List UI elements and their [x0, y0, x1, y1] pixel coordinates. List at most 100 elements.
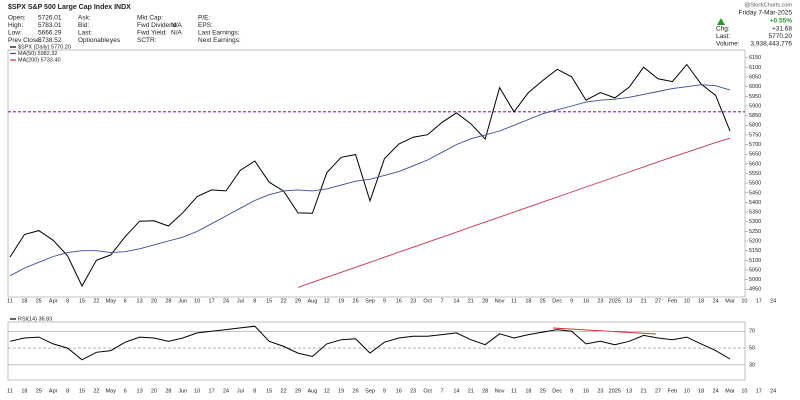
y-tick-label: 70: [749, 329, 755, 335]
x-tick-label: 9: [570, 388, 573, 394]
x-tick-label: 26: [353, 388, 359, 394]
x-tick-label: 9: [570, 298, 573, 304]
x-tick-label: Feb: [668, 388, 677, 394]
x-tick-label: 6: [124, 388, 127, 394]
y-tick-label: 4950: [749, 287, 761, 293]
y-tick-label: 5500: [749, 181, 761, 187]
x-tick-label: 10: [741, 298, 747, 304]
series-line: [9, 84, 731, 277]
x-tick-label: 23: [597, 298, 603, 304]
y-tick-label: 6000: [749, 84, 761, 90]
x-tick-label: 18: [21, 298, 27, 304]
x-tick-label: 15: [79, 388, 85, 394]
field-label: High:: [8, 22, 23, 29]
x-tick-label: 15: [266, 298, 272, 304]
field-label: Optionable:: [78, 37, 111, 44]
x-tick-label: 8: [66, 298, 69, 304]
y-tick-label: 5900: [749, 103, 761, 109]
y-tick-label: 5400: [749, 200, 761, 206]
y-tick-label: 5300: [749, 219, 761, 225]
x-tick-label: 9: [383, 388, 386, 394]
y-tick-label: 5000: [749, 277, 761, 283]
x-tick-label: 25: [540, 388, 546, 394]
x-tick-label: Sep: [365, 298, 375, 304]
field-label: P/E:: [198, 15, 210, 22]
x-tick-label: 7: [440, 298, 443, 304]
x-tick-label: 18: [698, 388, 704, 394]
x-tick-label: 25: [36, 298, 42, 304]
field-value: N/A: [171, 22, 183, 29]
x-tick-label: Apr: [49, 388, 58, 394]
x-tick-label: 15: [266, 388, 272, 394]
x-tick-label: 16: [396, 388, 402, 394]
x-tick-label: 13: [137, 298, 143, 304]
x-tick-label: 6: [124, 298, 127, 304]
x-tick-label: 8: [66, 388, 69, 394]
x-tick-label: 14: [453, 388, 459, 394]
x-tick-label: 19: [338, 298, 344, 304]
x-tick-label: 29: [295, 388, 301, 394]
x-tick-label: 21: [468, 298, 474, 304]
y-tick-label: 5100: [749, 258, 761, 264]
x-tick-label: 7: [440, 388, 443, 394]
quote-label: Chg:: [716, 26, 730, 33]
x-tick-label: 24: [223, 388, 229, 394]
change-percent: +0.55%: [770, 18, 792, 25]
field-label: SCTR:: [137, 37, 157, 44]
x-tick-label: 25: [540, 298, 546, 304]
y-tick-label: 5750: [749, 132, 761, 138]
series-line: [9, 325, 731, 361]
x-tick-label: 22: [93, 298, 99, 304]
x-tick-label: 24: [223, 298, 229, 304]
x-tick-label: 16: [583, 298, 589, 304]
y-tick-label: 6100: [749, 65, 761, 71]
x-tick-label: 26: [353, 298, 359, 304]
field-value: 5666.29: [38, 30, 62, 37]
y-tick-label: 5700: [749, 142, 761, 148]
quote-label: Volume:: [716, 41, 740, 48]
y-tick-label: 5200: [749, 238, 761, 244]
y-tick-label: 6150: [749, 55, 761, 61]
x-tick-label: 18: [21, 388, 27, 394]
x-tick-label: Dec: [552, 388, 562, 394]
field-label: Mkt Cap:: [137, 15, 163, 22]
x-tick-label: 18: [525, 388, 531, 394]
x-tick-label: 2025: [609, 298, 621, 304]
legend-label: MA(200) 5733.40: [18, 57, 61, 63]
y-tick-label: 5650: [749, 152, 761, 158]
y-tick-label: 5050: [749, 267, 761, 273]
x-tick-label: 18: [525, 298, 531, 304]
field-label: Last Earnings:: [198, 30, 240, 37]
up-arrow-icon: [717, 18, 725, 25]
legend-label: MA(50) 5982.32: [18, 51, 57, 57]
x-tick-label: 20: [151, 298, 157, 304]
field-value: N/A: [171, 30, 183, 37]
x-tick-label: 27: [655, 388, 661, 394]
x-tick-label: 17: [756, 298, 762, 304]
y-tick-label: 5800: [749, 123, 761, 129]
x-tick-label: 24: [713, 298, 719, 304]
x-tick-label: 19: [338, 388, 344, 394]
field-value: 5783.01: [38, 22, 62, 29]
x-tick-label: 13: [626, 298, 632, 304]
x-tick-label: 13: [626, 388, 632, 394]
legend-label: $SPX (Daily) 5770.20: [18, 44, 71, 50]
x-tick-label: 17: [209, 298, 215, 304]
x-tick-label: 10: [194, 388, 200, 394]
x-tick-label: 21: [468, 388, 474, 394]
x-tick-label: May: [106, 298, 117, 304]
series-line: [297, 137, 731, 288]
x-tick-label: 24: [713, 388, 719, 394]
x-tick-label: Dec: [552, 298, 562, 304]
x-tick-label: 2025: [609, 388, 621, 394]
field-label: Prev Close:: [8, 37, 42, 44]
field-label: Next Earnings:: [198, 37, 241, 44]
x-tick-label: 22: [281, 388, 287, 394]
x-tick-label: 21: [641, 298, 647, 304]
x-tick-label: 28: [482, 388, 488, 394]
y-tick-label: 50: [749, 346, 755, 352]
y-tick-label: 5550: [749, 171, 761, 177]
x-tick-label: Jun: [178, 298, 187, 304]
y-tick-label: 5850: [749, 113, 761, 119]
